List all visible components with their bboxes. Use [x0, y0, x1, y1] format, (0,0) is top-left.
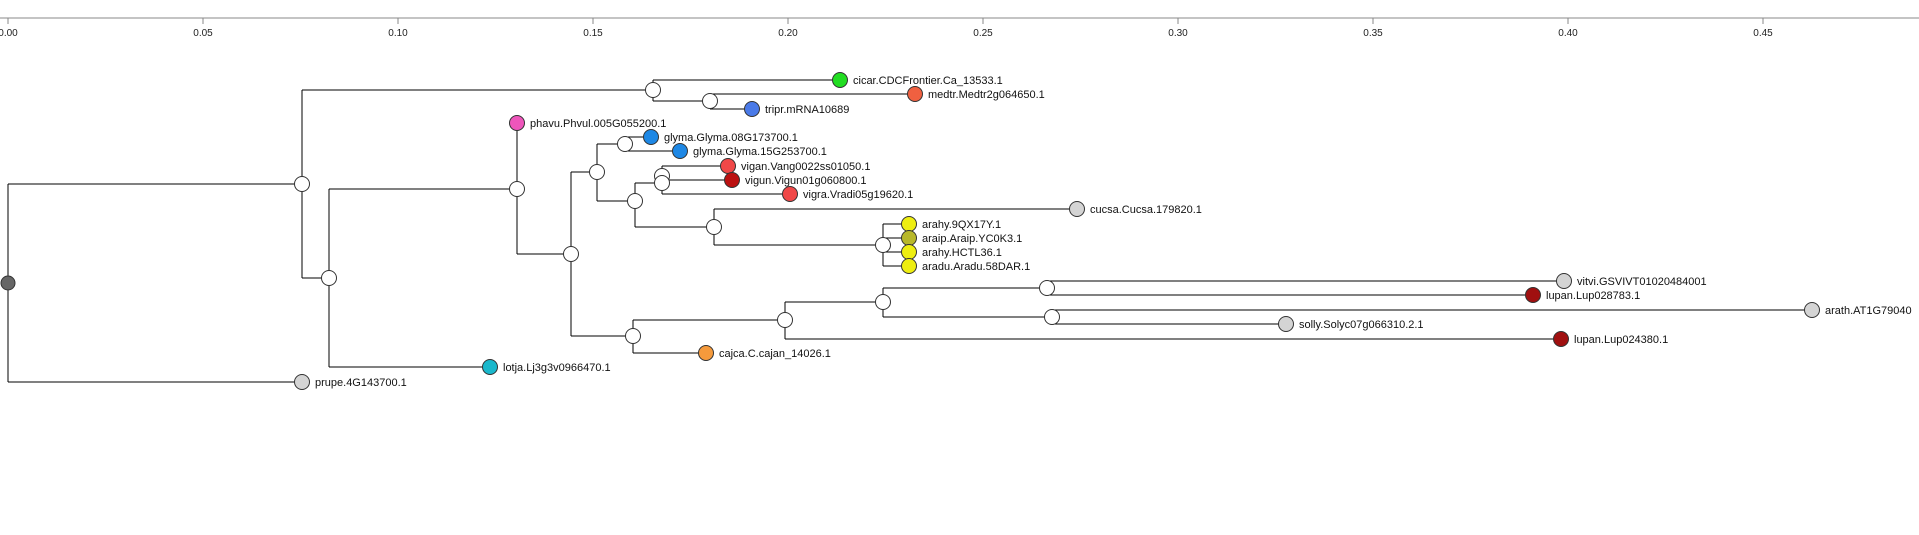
- internal-node[interactable]: [589, 164, 605, 180]
- leaf-node-vigan[interactable]: [720, 158, 736, 174]
- leaf-node-phavu[interactable]: [509, 115, 525, 131]
- leaf-label-arahy2[interactable]: arahy.HCTL36.1: [922, 247, 1002, 259]
- leaf-node-cucsa[interactable]: [1069, 201, 1085, 217]
- axis-tick-label: 0.15: [583, 28, 603, 39]
- tree-nodes: [0, 72, 1820, 390]
- leaf-label-cajca[interactable]: cajca.C.cajan_14026.1: [719, 348, 831, 360]
- leaf-node-lupan2[interactable]: [1553, 331, 1569, 347]
- axis-tick-label: 0.30: [1168, 28, 1188, 39]
- internal-node[interactable]: [509, 181, 525, 197]
- leaf-labels: cicar.CDCFrontier.Ca_13533.1 medtr.Medtr2…: [315, 75, 1912, 389]
- internal-node[interactable]: [702, 93, 718, 109]
- axis-tick-label: 0.00: [0, 28, 18, 39]
- scale-axis: 0.00 0.05 0.10 0.15 0.20 0.25 0.30 0.35 0.40 0.45: [0, 17, 1919, 39]
- leaf-label-lotja[interactable]: lotja.Lj3g3v0966470.1: [503, 362, 611, 374]
- leaf-node-lotja[interactable]: [482, 359, 498, 375]
- leaf-label-arahy1[interactable]: arahy.9QX17Y.1: [922, 219, 1001, 231]
- internal-node[interactable]: [875, 294, 891, 310]
- leaf-node-solly[interactable]: [1278, 316, 1294, 332]
- leaf-label-cucsa[interactable]: cucsa.Cucsa.179820.1: [1090, 204, 1202, 216]
- leaf-label-vigun[interactable]: vigun.Vigun01g060800.1: [745, 175, 867, 187]
- leaf-label-lupan1[interactable]: lupan.Lup028783.1: [1546, 290, 1640, 302]
- leaf-label-aradu[interactable]: aradu.Aradu.58DAR.1: [922, 261, 1030, 273]
- axis-tick-label: 0.35: [1363, 28, 1383, 39]
- leaf-node-tripr[interactable]: [744, 101, 760, 117]
- internal-node[interactable]: [1039, 280, 1055, 296]
- leaf-node-araip[interactable]: [901, 230, 917, 246]
- internal-node[interactable]: [617, 136, 633, 152]
- axis-tick-label: 0.25: [973, 28, 993, 39]
- leaf-node-vitvi[interactable]: [1556, 273, 1572, 289]
- leaf-label-glyma1[interactable]: glyma.Glyma.08G173700.1: [664, 132, 798, 144]
- leaf-node-glyma2[interactable]: [672, 143, 688, 159]
- leaf-label-vigan[interactable]: vigan.Vang0022ss01050.1: [741, 161, 870, 173]
- internal-node[interactable]: [625, 328, 641, 344]
- leaf-label-prupe[interactable]: prupe.4G143700.1: [315, 377, 407, 389]
- leaf-node-arahy2[interactable]: [901, 244, 917, 260]
- axis-tick-label: 0.05: [193, 28, 213, 39]
- internal-node[interactable]: [627, 193, 643, 209]
- axis-tick-label: 0.45: [1753, 28, 1773, 39]
- internal-node[interactable]: [294, 176, 310, 192]
- leaf-label-phavu[interactable]: phavu.Phvul.005G055200.1: [530, 118, 666, 130]
- leaf-node-glyma1[interactable]: [643, 129, 659, 145]
- axis-tick-label: 0.40: [1558, 28, 1578, 39]
- axis-tick-label: 0.10: [388, 28, 408, 39]
- leaf-node-arath[interactable]: [1804, 302, 1820, 318]
- leaf-node-prupe[interactable]: [294, 374, 310, 390]
- leaf-node-cicar[interactable]: [832, 72, 848, 88]
- leaf-node-aradu[interactable]: [901, 258, 917, 274]
- internal-node[interactable]: [563, 246, 579, 262]
- leaf-label-cicar[interactable]: cicar.CDCFrontier.Ca_13533.1: [853, 75, 1003, 87]
- leaf-node-vigun[interactable]: [724, 172, 740, 188]
- leaf-node-cajca[interactable]: [698, 345, 714, 361]
- leaf-label-tripr[interactable]: tripr.mRNA10689: [765, 104, 849, 116]
- leaf-node-vigra[interactable]: [782, 186, 798, 202]
- leaf-node-arahy1[interactable]: [901, 216, 917, 232]
- internal-node[interactable]: [875, 237, 891, 253]
- root-node[interactable]: [0, 275, 16, 291]
- internal-node[interactable]: [777, 312, 793, 328]
- leaf-node-lupan1[interactable]: [1525, 287, 1541, 303]
- internal-node[interactable]: [321, 270, 337, 286]
- leaf-label-vigra[interactable]: vigra.Vradi05g19620.1: [803, 189, 913, 201]
- leaf-label-lupan2[interactable]: lupan.Lup024380.1: [1574, 334, 1668, 346]
- internal-node[interactable]: [654, 175, 670, 191]
- internal-node[interactable]: [1044, 309, 1060, 325]
- leaf-label-arath[interactable]: arath.AT1G79040: [1825, 305, 1912, 317]
- leaf-label-vitvi[interactable]: vitvi.GSVIVT01020484001: [1577, 276, 1707, 288]
- leaf-label-medtr[interactable]: medtr.Medtr2g064650.1: [928, 89, 1045, 101]
- leaf-label-araip[interactable]: araip.Araip.YC0K3.1: [922, 233, 1022, 245]
- internal-node[interactable]: [645, 82, 661, 98]
- axis-tick-label: 0.20: [778, 28, 798, 39]
- internal-node[interactable]: [706, 219, 722, 235]
- leaf-label-glyma2[interactable]: glyma.Glyma.15G253700.1: [693, 146, 827, 158]
- leaf-node-medtr[interactable]: [907, 86, 923, 102]
- leaf-label-solly[interactable]: solly.Solyc07g066310.2.1: [1299, 319, 1424, 331]
